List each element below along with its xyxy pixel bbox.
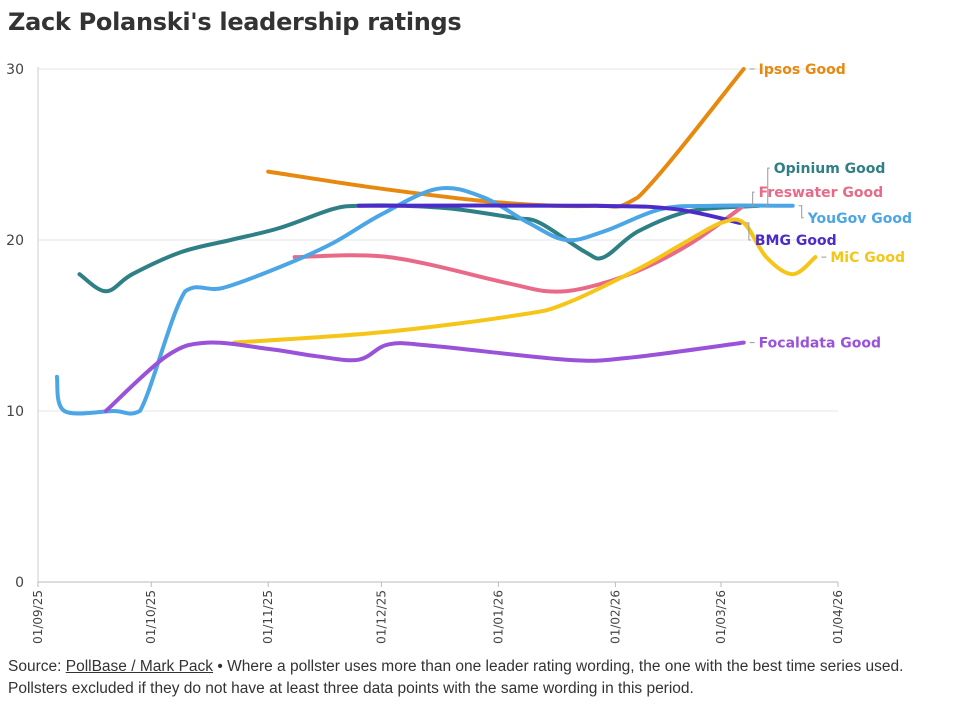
x-tick-label: 01/04/26 xyxy=(831,590,845,644)
series-line-yougov-good xyxy=(54,185,795,416)
series-label-bmg-good: BMG Good xyxy=(755,233,837,249)
y-tick-label: 10 xyxy=(6,404,24,420)
label-leader-yougov-good xyxy=(798,205,804,219)
series-label-freswater-good: Freswater Good xyxy=(759,185,884,201)
series-line-ipsos-good xyxy=(266,67,746,209)
y-tick-label: 20 xyxy=(6,233,24,249)
x-tick-label: 01/02/26 xyxy=(608,590,622,644)
source-text-2: Pollsters excluded if they do not have a… xyxy=(8,680,694,697)
source-text-1: • Where a pollster uses more than one le… xyxy=(213,658,904,675)
series-label-yougov-good: YouGov Good xyxy=(807,211,912,227)
source-note: Source: PollBase / Mark Pack • Where a p… xyxy=(8,656,958,700)
series-line-opinium-good xyxy=(77,203,761,294)
series-lines xyxy=(54,67,818,416)
chart-title: Zack Polanski's leadership ratings xyxy=(8,8,462,36)
x-tick-label: 01/12/25 xyxy=(374,590,388,644)
series-labels: Ipsos Good Opinium Good Freswater Good YouG… xyxy=(745,62,912,352)
series-line-freswater-good xyxy=(292,203,746,294)
series-line-bmg-good xyxy=(356,203,742,225)
series-label-mic-good: MiC Good xyxy=(830,250,905,266)
y-tick-label: 0 xyxy=(15,575,24,591)
series-label-opinium-good: Opinium Good xyxy=(774,161,886,177)
label-leader-opinium-good xyxy=(764,167,770,207)
series-line-focaldata-good xyxy=(103,340,746,413)
y-tick-label: 30 xyxy=(6,62,24,78)
axes: 0 10 20 30 01/09/25 01/10/25 01/11/25 01/12/25 0… xyxy=(6,62,845,644)
source-link[interactable]: PollBase / Mark Pack xyxy=(65,658,214,675)
line-chart: 0 10 20 30 01/09/25 01/10/25 01/11/25 01/12/25 0… xyxy=(6,62,912,644)
series-line-mic-good xyxy=(232,217,818,345)
label-leader-freswater-good xyxy=(749,191,755,207)
series-label-focaldata-good: Focaldata Good xyxy=(759,336,881,352)
x-tick-label: 01/01/26 xyxy=(491,590,505,644)
x-tick-label: 01/09/25 xyxy=(31,590,45,644)
x-tick-label: 01/03/26 xyxy=(714,590,728,644)
series-label-ipsos-good: Ipsos Good xyxy=(759,62,846,78)
label-leader-bmg-good xyxy=(745,222,751,241)
x-tick-label: 01/10/25 xyxy=(144,590,158,644)
x-tick-label: 01/11/25 xyxy=(261,590,275,644)
source-prefix: Source: xyxy=(8,658,66,675)
